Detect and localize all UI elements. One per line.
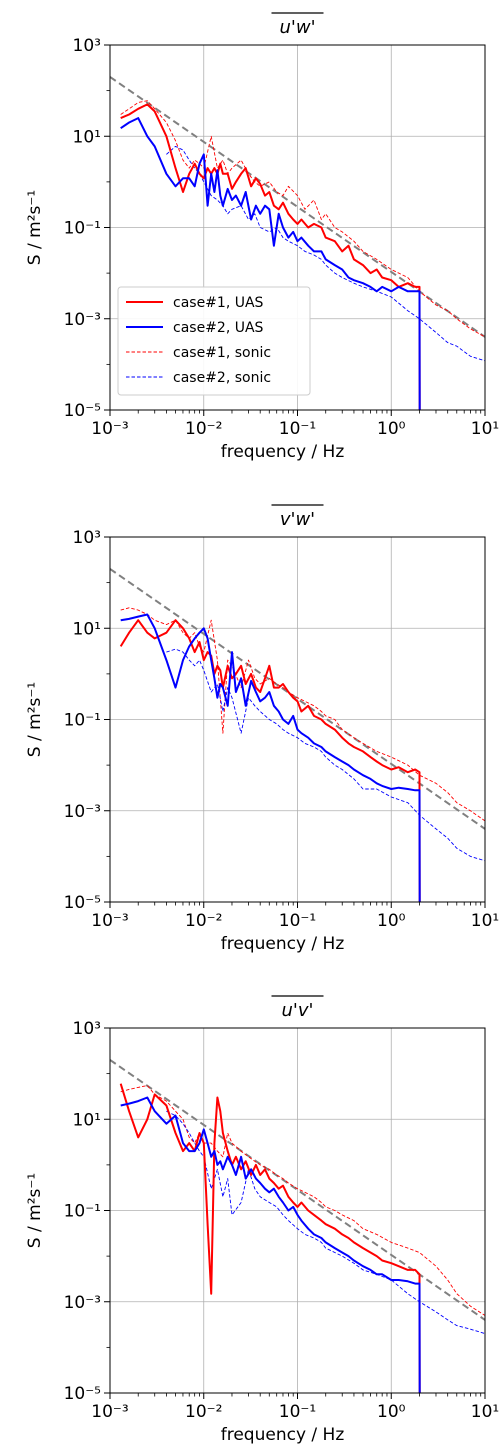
y-tick-label: 10⁻¹ — [64, 1202, 101, 1222]
series-case-1-uas-line — [120, 103, 421, 410]
y-axis-label: S / m²s⁻¹ — [25, 190, 45, 265]
series-case-2-sonic-line — [166, 648, 485, 862]
series-case-2-sonic-line — [166, 1110, 485, 1335]
y-tick-label: 10⁻³ — [64, 802, 101, 822]
series-case-1-sonic-line — [120, 607, 485, 822]
chart-panel-3: 10⁻³ 10⁻² 10⁻¹ 10⁰ 10¹10⁻⁵10⁻³10⁻¹10¹10³freq… — [25, 995, 499, 1445]
x-axis-label: frequency / Hz — [221, 442, 345, 462]
axes-frame — [109, 1027, 486, 1394]
legend-label: case#1, sonic — [173, 345, 271, 361]
x-tick-label: 10⁻² — [185, 419, 222, 439]
series-case-1-sonic-line — [120, 1085, 485, 1316]
x-tick-label: 10¹ — [471, 419, 499, 439]
legend-label: case#2, sonic — [173, 370, 271, 386]
axes-frame — [109, 44, 486, 411]
chart-title: u'w' — [279, 17, 315, 38]
x-tick-label: 10⁻¹ — [279, 419, 316, 439]
x-tick-label: 10⁰ — [377, 419, 406, 439]
x-axis-label: frequency / Hz — [221, 1425, 345, 1445]
legend: case#1, UAS case#2, UAS case#1, sonic case#… — [117, 286, 311, 396]
series-case-2-uas-line — [120, 1096, 421, 1393]
y-axis-label: S / m²s⁻¹ — [25, 682, 45, 757]
x-axis-label: frequency / Hz — [221, 934, 345, 954]
legend-box — [117, 286, 311, 396]
y-tick-label: 10³ — [73, 1019, 101, 1039]
x-tick-label: 10⁰ — [377, 911, 406, 931]
x-tick-label: 10⁻³ — [91, 911, 128, 931]
series-case-1-uas-line — [119, 1083, 421, 1393]
series-group — [110, 568, 485, 902]
x-tick-label: 10⁰ — [377, 1402, 406, 1422]
x-tick-label: 10⁻² — [185, 911, 222, 931]
y-tick-label: 10⁻¹ — [64, 711, 101, 731]
y-tick-label: 10³ — [73, 528, 101, 548]
legend-label: case#2, UAS — [173, 320, 264, 336]
x-tick-label: 10¹ — [471, 1402, 499, 1422]
x-tick-label: 10⁻³ — [91, 1402, 128, 1422]
y-tick-label: 10⁻³ — [64, 1293, 101, 1313]
x-tick-label: 10⁻² — [185, 1402, 222, 1422]
chart-title: v'w' — [280, 509, 315, 530]
x-tick-label: 10¹ — [471, 911, 499, 931]
legend-label: case#1, UAS — [173, 295, 264, 311]
reference-slope-line — [110, 1059, 485, 1321]
x-tick-label: 10⁻³ — [91, 419, 128, 439]
series-group — [110, 76, 485, 410]
chart-panel-2: 10⁻³ 10⁻² 10⁻¹ 10⁰ 10¹10⁻⁵10⁻³10⁻¹10¹10³freq… — [25, 504, 499, 954]
y-tick-label: 10⁻¹ — [64, 219, 101, 239]
series-case-1-uas-line — [119, 619, 421, 902]
x-tick-label: 10⁻¹ — [279, 911, 316, 931]
y-tick-label: 10¹ — [73, 1110, 101, 1130]
x-tick-label: 10⁻¹ — [279, 1402, 316, 1422]
y-tick-label: 10⁻⁵ — [64, 401, 101, 421]
reference-slope-line — [110, 568, 485, 830]
y-tick-label: 10¹ — [73, 127, 101, 147]
y-tick-label: 10¹ — [73, 619, 101, 639]
series-group — [110, 1059, 485, 1393]
y-axis-label: S / m²s⁻¹ — [25, 1173, 45, 1248]
y-tick-label: 10⁻⁵ — [64, 1384, 101, 1404]
axes-frame — [109, 536, 486, 903]
series-case-2-uas-line — [120, 117, 421, 410]
series-case-1-sonic-line — [120, 100, 485, 338]
chart-title: u'v' — [282, 1000, 314, 1021]
series-case-2-uas-line — [120, 613, 421, 902]
y-tick-label: 10³ — [73, 36, 101, 56]
y-tick-label: 10⁻⁵ — [64, 893, 101, 913]
y-tick-label: 10⁻³ — [64, 310, 101, 330]
chart-panel-1: 10⁻³ 10⁻² 10⁻¹ 10⁰ 10¹10⁻⁵10⁻³10⁻¹10¹10³freq… — [25, 12, 499, 462]
